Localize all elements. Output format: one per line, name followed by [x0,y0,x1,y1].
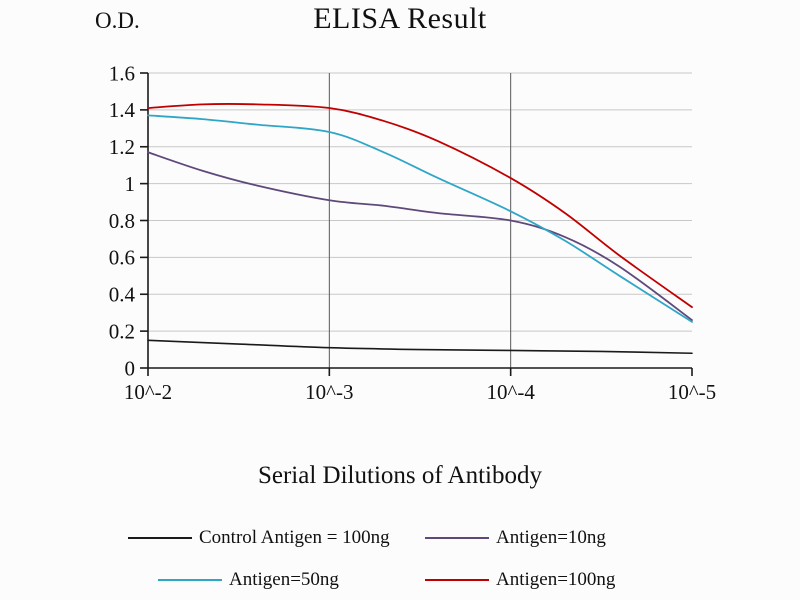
legend-label-antigen-100ng: Antigen=100ng [496,569,616,590]
x-tick-label: 10^-5 [668,380,716,404]
legend-line-antigen-100ng [425,579,489,581]
y-tick-label: 0.6 [109,246,135,270]
y-tick-label: 0.8 [109,209,135,233]
legend-item-antigen-10ng: Antigen=10ng [425,527,606,549]
series-line-antigen-10ng [147,151,693,321]
series-line-antigen-100ng [147,102,693,309]
y-tick-label: 1 [125,172,136,196]
legend-line-control-antigen [128,537,192,539]
y-axis-title: O.D. [95,8,140,33]
legend-label-control-antigen: Control Antigen = 100ng [199,527,390,548]
y-tick-label: 1.4 [109,98,136,122]
x-tick-label: 10^-4 [486,380,535,404]
series-line-antigen-50ng [147,114,693,323]
x-tick-label: 10^-2 [124,380,172,404]
legend-label-antigen-10ng: Antigen=10ng [496,527,606,548]
y-tick-label: 0.2 [109,319,135,343]
legend-item-control-antigen: Control Antigen = 100ng [128,527,390,549]
series-line-control-antigen-100ng [147,339,693,355]
legend-item-antigen-100ng: Antigen=100ng [425,569,615,591]
legend-label-antigen-50ng: Antigen=50ng [229,569,339,590]
legend-line-antigen-50ng [158,579,222,581]
x-tick-label: 10^-3 [305,380,353,404]
y-tick-label: 0.4 [109,283,136,307]
y-tick-label: 1.6 [109,61,135,85]
chart-title: ELISA Result [313,2,487,35]
legend-line-antigen-10ng [425,537,489,539]
y-tick-label: 1.2 [109,135,135,159]
x-axis-title: Serial Dilutions of Antibody [257,462,543,489]
y-tick-label: 0 [125,356,136,380]
legend-item-antigen-50ng: Antigen=50ng [158,569,339,591]
